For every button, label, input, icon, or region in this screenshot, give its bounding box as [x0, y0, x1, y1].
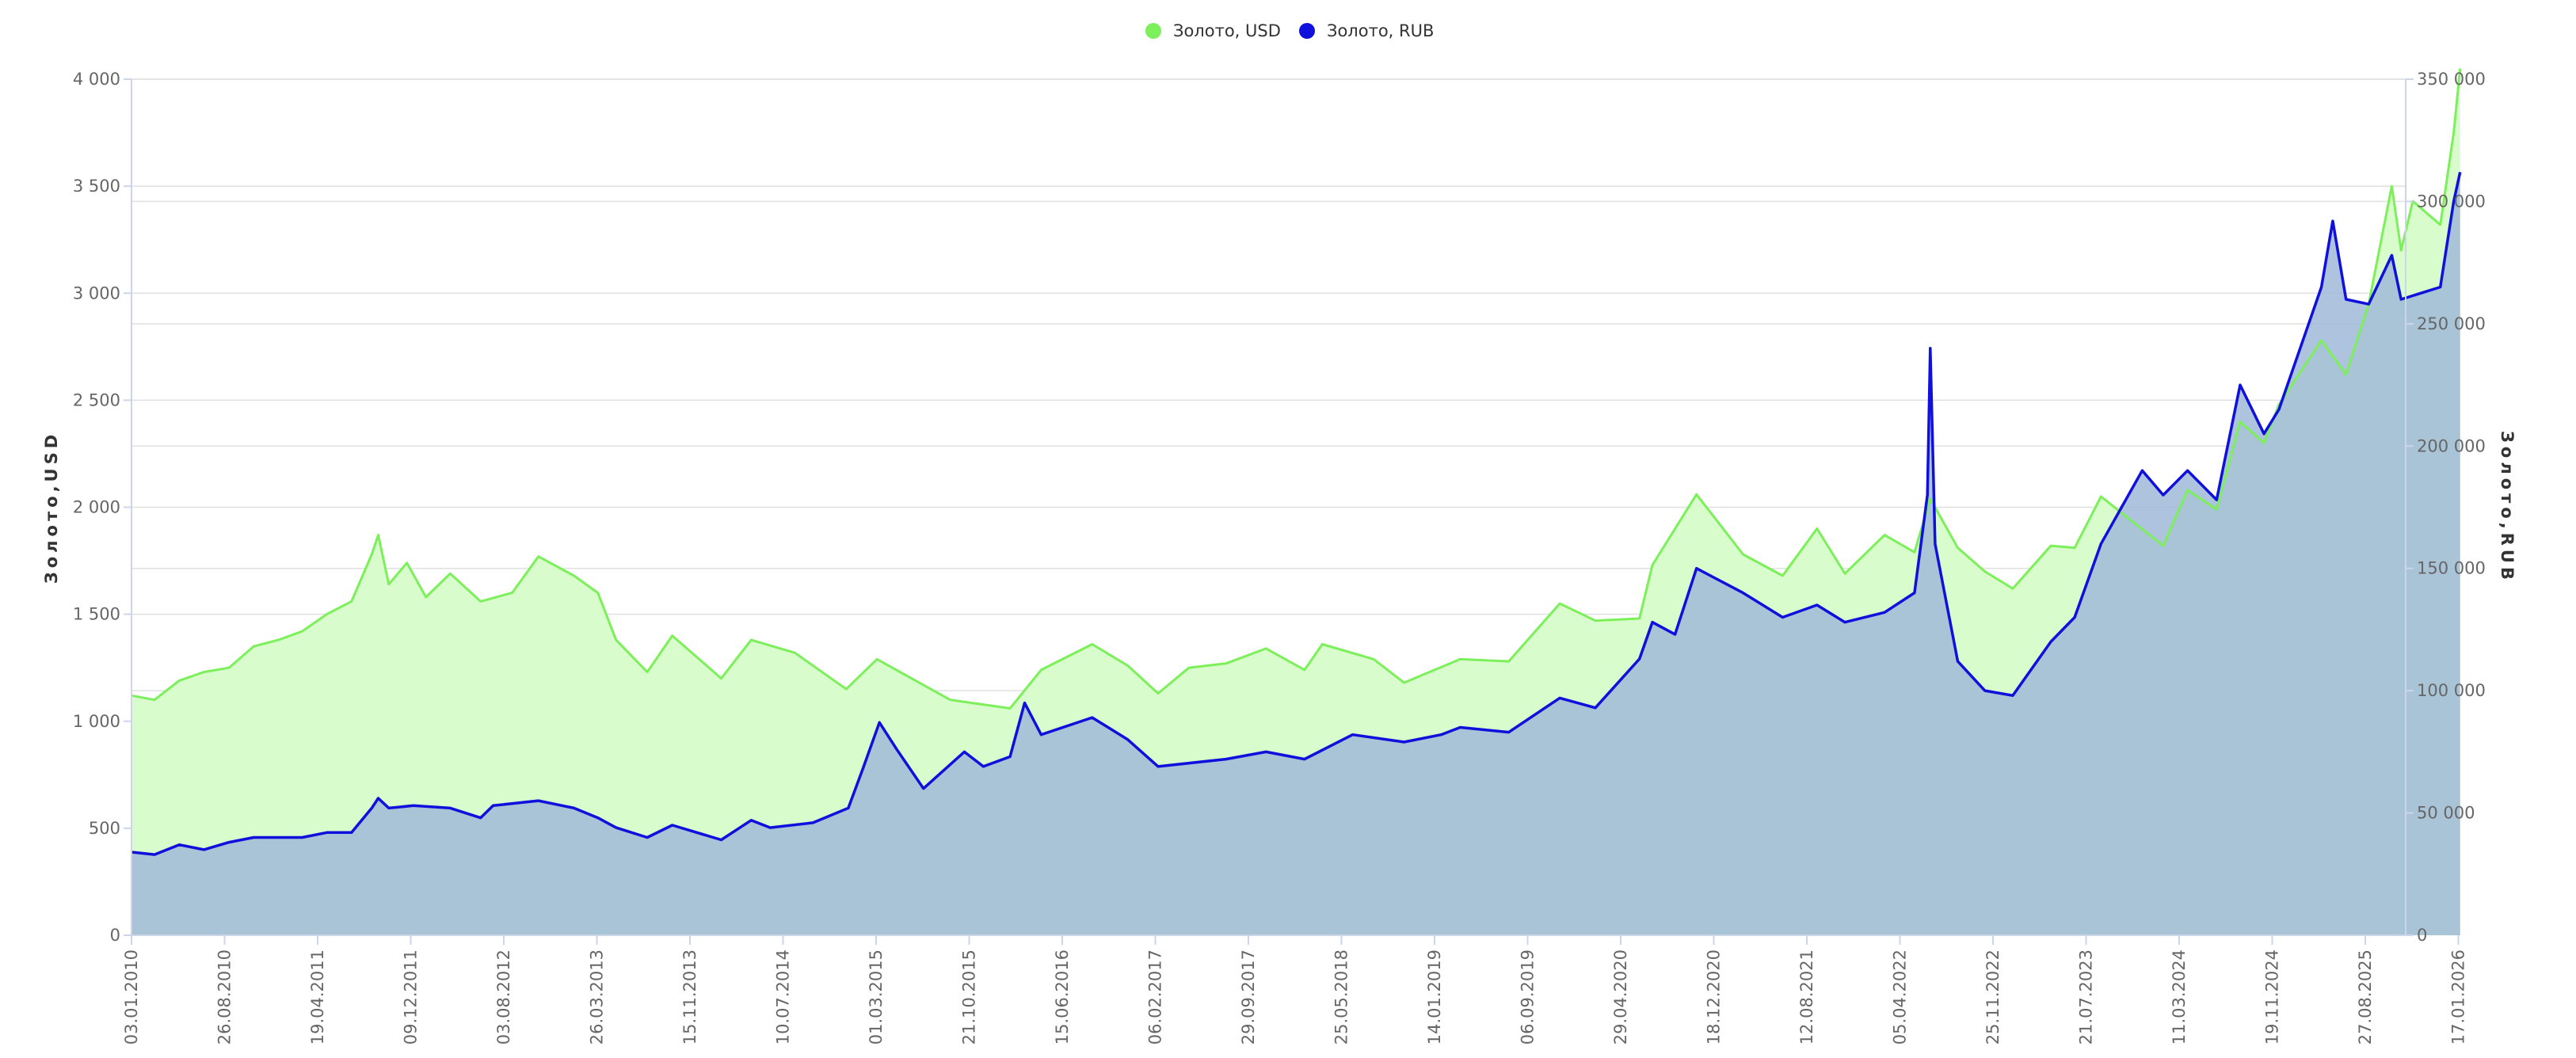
- x-tick-label: 26.03.2013: [588, 950, 607, 1045]
- x-tick-label: 01.03.2015: [867, 950, 886, 1045]
- x-tick-label: 12.08.2021: [1797, 950, 1816, 1045]
- area-layer: [131, 68, 2460, 935]
- legend-item-usd[interactable]: Золото, USD: [1145, 21, 1281, 40]
- x-tick-label: 15.11.2013: [680, 950, 699, 1045]
- y-left-tick-label: 2 000: [73, 498, 120, 517]
- x-tick-label: 17.01.2026: [2449, 950, 2468, 1045]
- y-right-tick-label: 150 000: [2417, 559, 2486, 578]
- y-right-tick-label: 200 000: [2417, 436, 2486, 455]
- legend-label-usd: Золото, USD: [1173, 21, 1281, 40]
- x-tick-label: 19.04.2011: [308, 950, 327, 1045]
- x-tick-label: 26.08.2010: [215, 950, 234, 1045]
- x-tick-label: 06.09.2019: [1519, 950, 1538, 1045]
- x-tick-label: 14.01.2019: [1425, 950, 1444, 1045]
- y-right-tick-label: 350 000: [2417, 70, 2486, 89]
- y-left-axis-title: Золото,USD: [42, 431, 61, 584]
- y-left-tick-label: 2 500: [73, 390, 120, 409]
- x-tick-label: 27.08.2025: [2356, 950, 2375, 1045]
- x-tick-label: 21.10.2015: [960, 950, 979, 1045]
- series-line-rub[interactable]: [131, 172, 2462, 856]
- y-left-tick-label: 3 500: [73, 177, 120, 196]
- x-tick-label: 03.01.2010: [122, 950, 141, 1045]
- x-tick-label: 05.04.2022: [1891, 950, 1910, 1045]
- x-tick-label: 29.09.2017: [1239, 950, 1258, 1045]
- x-tick-label: 11.03.2024: [2170, 950, 2189, 1045]
- x-tick-label: 09.12.2011: [402, 950, 421, 1045]
- legend-marker-rub: [1299, 23, 1315, 39]
- y-right-tick-label: 0: [2417, 926, 2427, 945]
- y-left-tick-label: 0: [110, 926, 120, 945]
- legend-item-rub[interactable]: Золото, RUB: [1299, 21, 1434, 40]
- x-tick-label: 06.02.2017: [1146, 950, 1165, 1045]
- line-layer: [131, 68, 2462, 856]
- series-area-rub: [131, 172, 2460, 935]
- x-tick-label: 15.06.2016: [1053, 950, 1072, 1045]
- y-right-tick-label: 300 000: [2417, 192, 2486, 211]
- x-tick-label: 29.04.2020: [1611, 950, 1630, 1045]
- y-left-tick-label: 1 500: [73, 605, 120, 624]
- legend-marker-usd: [1145, 23, 1161, 39]
- y-left-tick-label: 500: [89, 819, 120, 838]
- x-tick-label: 10.07.2014: [774, 950, 793, 1045]
- y-left-tick-label: 4 000: [73, 70, 120, 89]
- series-line-usd[interactable]: [131, 68, 2462, 710]
- legend-label-rub: Золото, RUB: [1327, 21, 1434, 40]
- y-right-tick-label: 50 000: [2417, 804, 2475, 823]
- x-tick-label: 25.05.2018: [1332, 950, 1351, 1045]
- x-tick-label: 19.11.2024: [2263, 950, 2282, 1045]
- axis-layer: 0 500 1 000 1 500 2 000 2 500 3 000 3 500 4 000 0…: [42, 70, 2517, 1045]
- y-right-tick-label: 100 000: [2417, 681, 2486, 700]
- legend[interactable]: Золото, USD Золото, RUB: [1145, 21, 1434, 40]
- y-left-tick-label: 1 000: [73, 712, 120, 731]
- y-right-axis-title: Золото,RUB: [2498, 431, 2517, 584]
- x-tick-label: 25.11.2022: [1983, 950, 2002, 1045]
- x-tick-label: 03.08.2012: [494, 950, 513, 1045]
- y-left-tick-label: 3 000: [73, 284, 120, 303]
- y-right-tick-label: 250 000: [2417, 314, 2486, 333]
- x-tick-label: 18.12.2020: [1705, 950, 1724, 1045]
- x-tick-label: 21.07.2023: [2077, 950, 2096, 1045]
